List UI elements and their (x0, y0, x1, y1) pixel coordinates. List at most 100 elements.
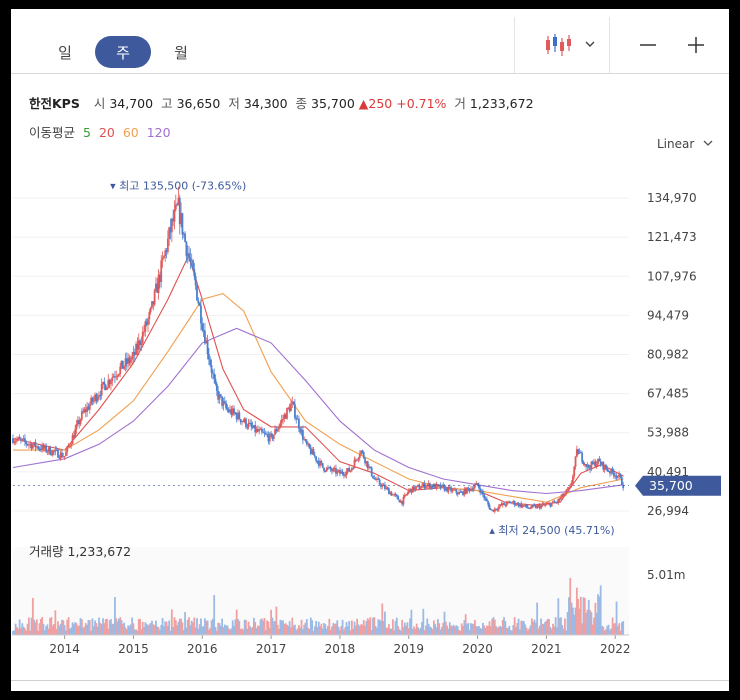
candle-body (597, 458, 599, 465)
tab-weekly[interactable]: 주 (95, 36, 151, 68)
candle-body (323, 467, 325, 471)
candle-body (450, 487, 453, 492)
period-tabs: 일 주 월 (37, 35, 211, 69)
volume-bar (386, 628, 389, 635)
candle-body (345, 471, 348, 476)
volume-bar (496, 627, 499, 635)
x-tick-label-3: 2017 (256, 642, 287, 656)
tab-daily[interactable]: 일 (58, 43, 72, 62)
candle-body (472, 487, 475, 491)
volume-bar (116, 621, 119, 635)
volume-bar (349, 630, 352, 635)
volume-bar (47, 628, 50, 635)
volume-bar (141, 621, 144, 635)
volume-bar (485, 625, 488, 635)
tab-monthly[interactable]: 월 (174, 43, 188, 62)
volume-chart[interactable]: 5.01m 2014 2015 2016 2017 2018 2019 2020 2021 20… (11, 539, 729, 669)
volume-bar (484, 628, 487, 635)
candle-body (35, 446, 38, 448)
volume-bar (160, 624, 163, 635)
volume-bar (278, 628, 280, 635)
candle-body (79, 419, 82, 425)
volume-bar (397, 626, 400, 635)
candle-body (327, 467, 329, 469)
candle-body (335, 468, 337, 474)
chart-type-button[interactable] (524, 17, 608, 73)
volume-bar (315, 620, 318, 635)
candle-body (231, 408, 234, 415)
candle-body (560, 497, 562, 500)
candle-body (275, 429, 278, 432)
candle-body (258, 429, 261, 432)
scale-selector[interactable]: Linear (657, 137, 714, 151)
candle-body (151, 301, 153, 308)
candle-body (162, 256, 165, 259)
volume-bar (530, 618, 533, 635)
zoom-out-button[interactable] (631, 17, 665, 73)
candle-body (361, 450, 364, 453)
volume-bar (91, 618, 94, 635)
volume-bar (544, 621, 546, 635)
candle-body (136, 343, 139, 350)
volume-bar (611, 617, 614, 635)
candle-body (108, 379, 111, 385)
volume-bar (376, 628, 378, 635)
candle-body (607, 470, 610, 472)
candle-body (229, 409, 231, 413)
candle-body (590, 461, 593, 470)
volume-bar (402, 627, 405, 635)
candle-body (121, 360, 124, 369)
candle-body (585, 464, 588, 467)
volume-bar (186, 619, 189, 635)
volume-bar (587, 599, 590, 635)
candle-body (287, 407, 290, 409)
volume-bar (344, 627, 347, 635)
candle-body (45, 445, 47, 452)
candle-body (243, 418, 246, 422)
volume-bar (524, 624, 527, 635)
candle-body (395, 494, 398, 497)
volume-bar (438, 623, 441, 635)
volume-bar (320, 623, 323, 635)
candle-body (381, 484, 384, 487)
volume-bar (546, 618, 549, 635)
plus-icon (688, 37, 704, 53)
high-label: 고 (161, 96, 173, 111)
ma-20[interactable]: 20 (98, 125, 115, 140)
candle-body (75, 424, 78, 430)
price-chart[interactable]: 134,970 121,473 107,976 94,479 80,982 67,485 5… (11, 159, 729, 554)
volume-bar (98, 617, 100, 635)
volume-bar (119, 617, 122, 635)
volume-bar (258, 626, 261, 635)
volume-bar (227, 628, 230, 635)
candle-body (160, 260, 163, 282)
volume-label: 거 (454, 96, 466, 111)
ma-line-60 (13, 292, 624, 503)
open-label: 시 (93, 96, 106, 111)
volume-bar (245, 619, 247, 635)
candle-body (189, 257, 192, 262)
ma-120[interactable]: 120 (146, 125, 171, 140)
volume-bar (499, 626, 501, 635)
candle-body (582, 461, 585, 465)
candle-body (415, 485, 418, 488)
volume-bar (398, 629, 401, 635)
zoom-in-button[interactable] (679, 17, 713, 73)
volume-bar (323, 623, 325, 635)
candle-body (245, 418, 247, 427)
candle-body (278, 426, 280, 430)
ma-60[interactable]: 60 (122, 125, 139, 140)
candle-body (616, 476, 619, 478)
volume-bar (508, 625, 511, 635)
volume-bar (300, 619, 303, 635)
volume-bar (421, 621, 423, 635)
candle-body (111, 377, 114, 382)
volume-bar (519, 629, 521, 635)
candle-body (83, 409, 86, 413)
volume-bar (352, 628, 355, 635)
volume-bar (162, 626, 165, 635)
volume-bar (207, 629, 210, 635)
candle-body (55, 449, 58, 451)
ma-5[interactable]: 5 (83, 125, 91, 140)
volume-bar (305, 619, 308, 635)
